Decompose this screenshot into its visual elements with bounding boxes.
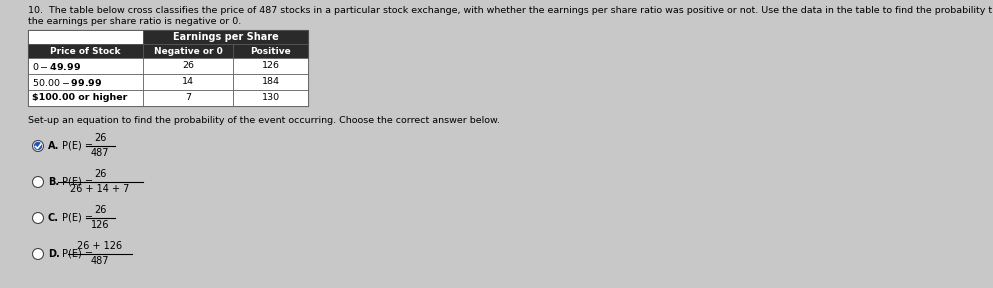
Text: Price of Stock: Price of Stock [51,46,121,56]
Text: 26 + 14 + 7: 26 + 14 + 7 [71,184,130,194]
Bar [143,58,233,74]
Circle shape [33,249,44,259]
Text: P(E) =: P(E) = [62,213,93,223]
Bar [28,58,143,74]
Text: C.: C. [48,213,59,223]
Text: A.: A. [48,141,60,151]
Bar [143,30,308,44]
Bar [28,30,143,44]
Circle shape [33,141,44,151]
Bar [143,74,233,90]
Bar [143,90,233,106]
Bar [28,90,143,106]
Text: $100.00 or higher: $100.00 or higher [32,94,127,103]
Bar [233,90,308,106]
Text: 26: 26 [93,133,106,143]
Bar [28,44,143,58]
Text: 26: 26 [182,62,194,71]
Text: 130: 130 [261,94,280,103]
Text: P(E) =: P(E) = [62,177,93,187]
Text: Earnings per Share: Earnings per Share [173,32,278,42]
Text: P(E) =: P(E) = [62,141,93,151]
Text: P(E) =: P(E) = [62,249,93,259]
Bar [28,30,308,106]
Text: 126: 126 [261,62,279,71]
Circle shape [33,213,44,223]
Text: $0-$49.99: $0-$49.99 [32,60,81,71]
Bar [143,44,233,58]
Bar [233,74,308,90]
Text: Positive: Positive [250,46,291,56]
Text: 487: 487 [90,256,109,266]
Text: 126: 126 [90,220,109,230]
Text: 7: 7 [185,94,191,103]
Text: B.: B. [48,177,60,187]
Text: 487: 487 [90,148,109,158]
Text: Set-up an equation to find the probability of the event occurring. Choose the co: Set-up an equation to find the probabili… [28,116,499,125]
Text: Negative or 0: Negative or 0 [154,46,222,56]
Text: 14: 14 [182,77,194,86]
Circle shape [35,143,42,149]
Text: $50.00-$99.99: $50.00-$99.99 [32,77,102,88]
Text: 26: 26 [93,169,106,179]
Text: the earnings per share ratio is negative or 0.: the earnings per share ratio is negative… [28,17,241,26]
Bar [233,44,308,58]
Text: 10.  The table below cross classifies the price of 487 stocks in a particular st: 10. The table below cross classifies the… [28,6,993,15]
Circle shape [33,177,44,187]
Bar [233,58,308,74]
Text: 26 + 126: 26 + 126 [77,241,122,251]
Text: 184: 184 [261,77,279,86]
Text: 26: 26 [93,205,106,215]
Text: D.: D. [48,249,60,259]
Bar [28,74,143,90]
